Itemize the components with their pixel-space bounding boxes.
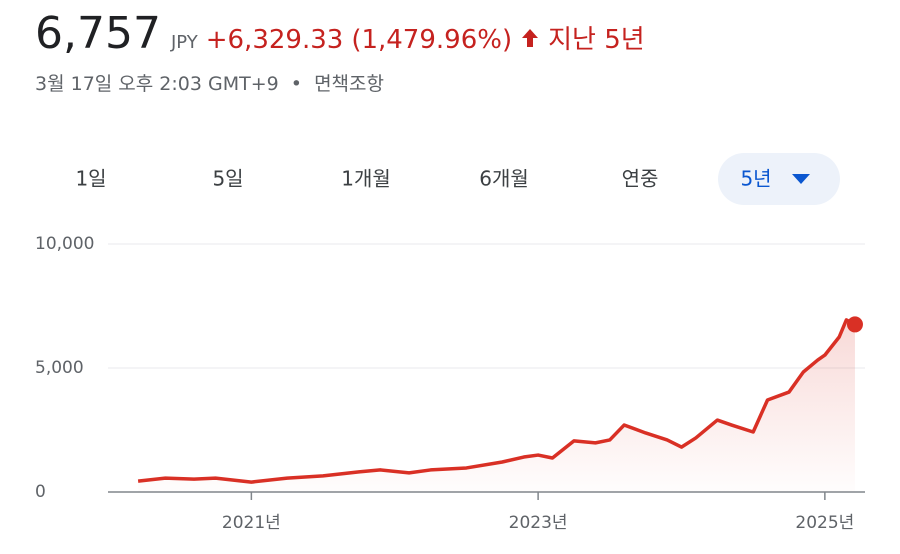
currency: JPY: [170, 32, 198, 53]
x-tick-label: 2021년: [222, 513, 281, 533]
tab[interactable]: 1일: [75, 167, 106, 191]
price: 6,757: [35, 8, 161, 59]
dropdown-arrow: [792, 174, 810, 184]
tab[interactable]: 연중: [622, 167, 659, 191]
x-tick-label: 2025년: [795, 513, 854, 533]
y-tick-label: 5,000: [35, 358, 84, 378]
price-row: 6,757 JPY +6,329.33 (1,479.96%) 지난 5년: [35, 8, 653, 59]
timestamp: 3월 17일 오후 2:03 GMT+9: [35, 73, 279, 95]
timestamp-row: 3월 17일 오후 2:03 GMT+9 • 면책조항: [35, 69, 653, 96]
tab[interactable]: 5년: [740, 167, 771, 191]
tab[interactable]: 1개월: [341, 167, 391, 191]
tab-selected-bg: [718, 153, 840, 205]
last-point: [846, 316, 863, 333]
area: [138, 319, 855, 492]
quote-header: 6,757 JPY +6,329.33 (1,479.96%) 지난 5년 3월…: [35, 8, 653, 96]
y-tick-label: 10,000: [35, 234, 94, 254]
disclaimer[interactable]: 면책조항: [314, 73, 384, 95]
change-percent: (1,479.96%): [351, 25, 513, 55]
x-tick-label: 2023년: [509, 513, 568, 533]
tab[interactable]: 6개월: [479, 167, 529, 191]
y-tick-label: 0: [35, 482, 46, 502]
up-arrow: [522, 29, 539, 47]
price-line: [137, 318, 856, 484]
period: 지난 5년: [548, 25, 645, 55]
change: +6,329.33: [205, 25, 344, 55]
tab[interactable]: 5일: [212, 167, 243, 191]
separator: •: [290, 73, 303, 95]
